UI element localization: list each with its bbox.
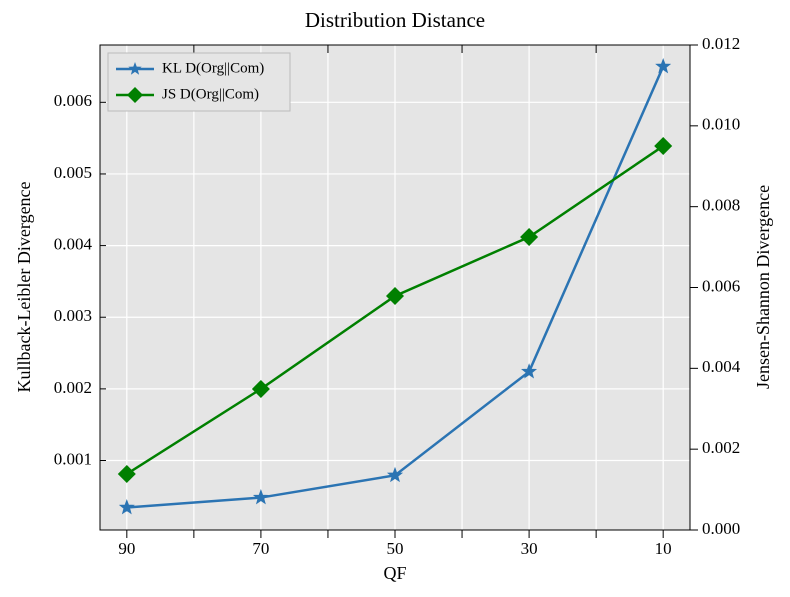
- marker: [251, 379, 270, 398]
- x-tick-label: 50: [387, 539, 404, 558]
- marker: [386, 286, 404, 305]
- legend-box: [107, 52, 291, 112]
- x-tick-label: 70: [252, 539, 269, 558]
- y-tick-label: 0.002: [54, 378, 92, 397]
- marker: [654, 137, 673, 156]
- y-tick-label: 0.003: [54, 306, 92, 325]
- marker: [117, 464, 136, 483]
- y2-tick-label: 0.002: [702, 438, 740, 457]
- y2-tick-label: 0.000: [702, 519, 740, 538]
- y-tick-label: 0.006: [54, 91, 92, 110]
- x-axis-label: QF: [383, 563, 406, 583]
- y-tick-label: 0.001: [54, 449, 92, 468]
- x-tick-label: 90: [118, 539, 135, 558]
- y2-tick-label: 0.008: [702, 196, 740, 215]
- plot-frame: [99, 44, 691, 531]
- legend-marker: [127, 87, 143, 103]
- y-tick-label: 0.005: [54, 163, 92, 182]
- legend-label: JS D(Org||Com): [162, 86, 259, 102]
- marker: [252, 489, 269, 505]
- y-axis-label: Kullback-Leibler Divergence: [14, 181, 34, 392]
- y2-axis-label: Jensen-Shannon Divergence: [753, 185, 773, 389]
- y-tick-label: 0.004: [54, 234, 93, 253]
- legend-label: KL D(Org||Com): [162, 60, 264, 76]
- chart-title: Distribution Distance: [305, 8, 485, 32]
- y2-tick-label: 0.006: [702, 276, 740, 295]
- legend-marker: [128, 62, 142, 75]
- marker: [386, 466, 404, 483]
- marker: [520, 227, 539, 246]
- marker: [655, 58, 672, 74]
- y2-tick-label: 0.012: [702, 34, 740, 53]
- marker: [521, 363, 538, 379]
- y2-tick-label: 0.004: [702, 357, 741, 376]
- marker: [118, 499, 135, 515]
- x-tick-label: 30: [521, 539, 538, 558]
- y2-tick-label: 0.010: [702, 115, 740, 134]
- x-tick-label: 10: [655, 539, 672, 558]
